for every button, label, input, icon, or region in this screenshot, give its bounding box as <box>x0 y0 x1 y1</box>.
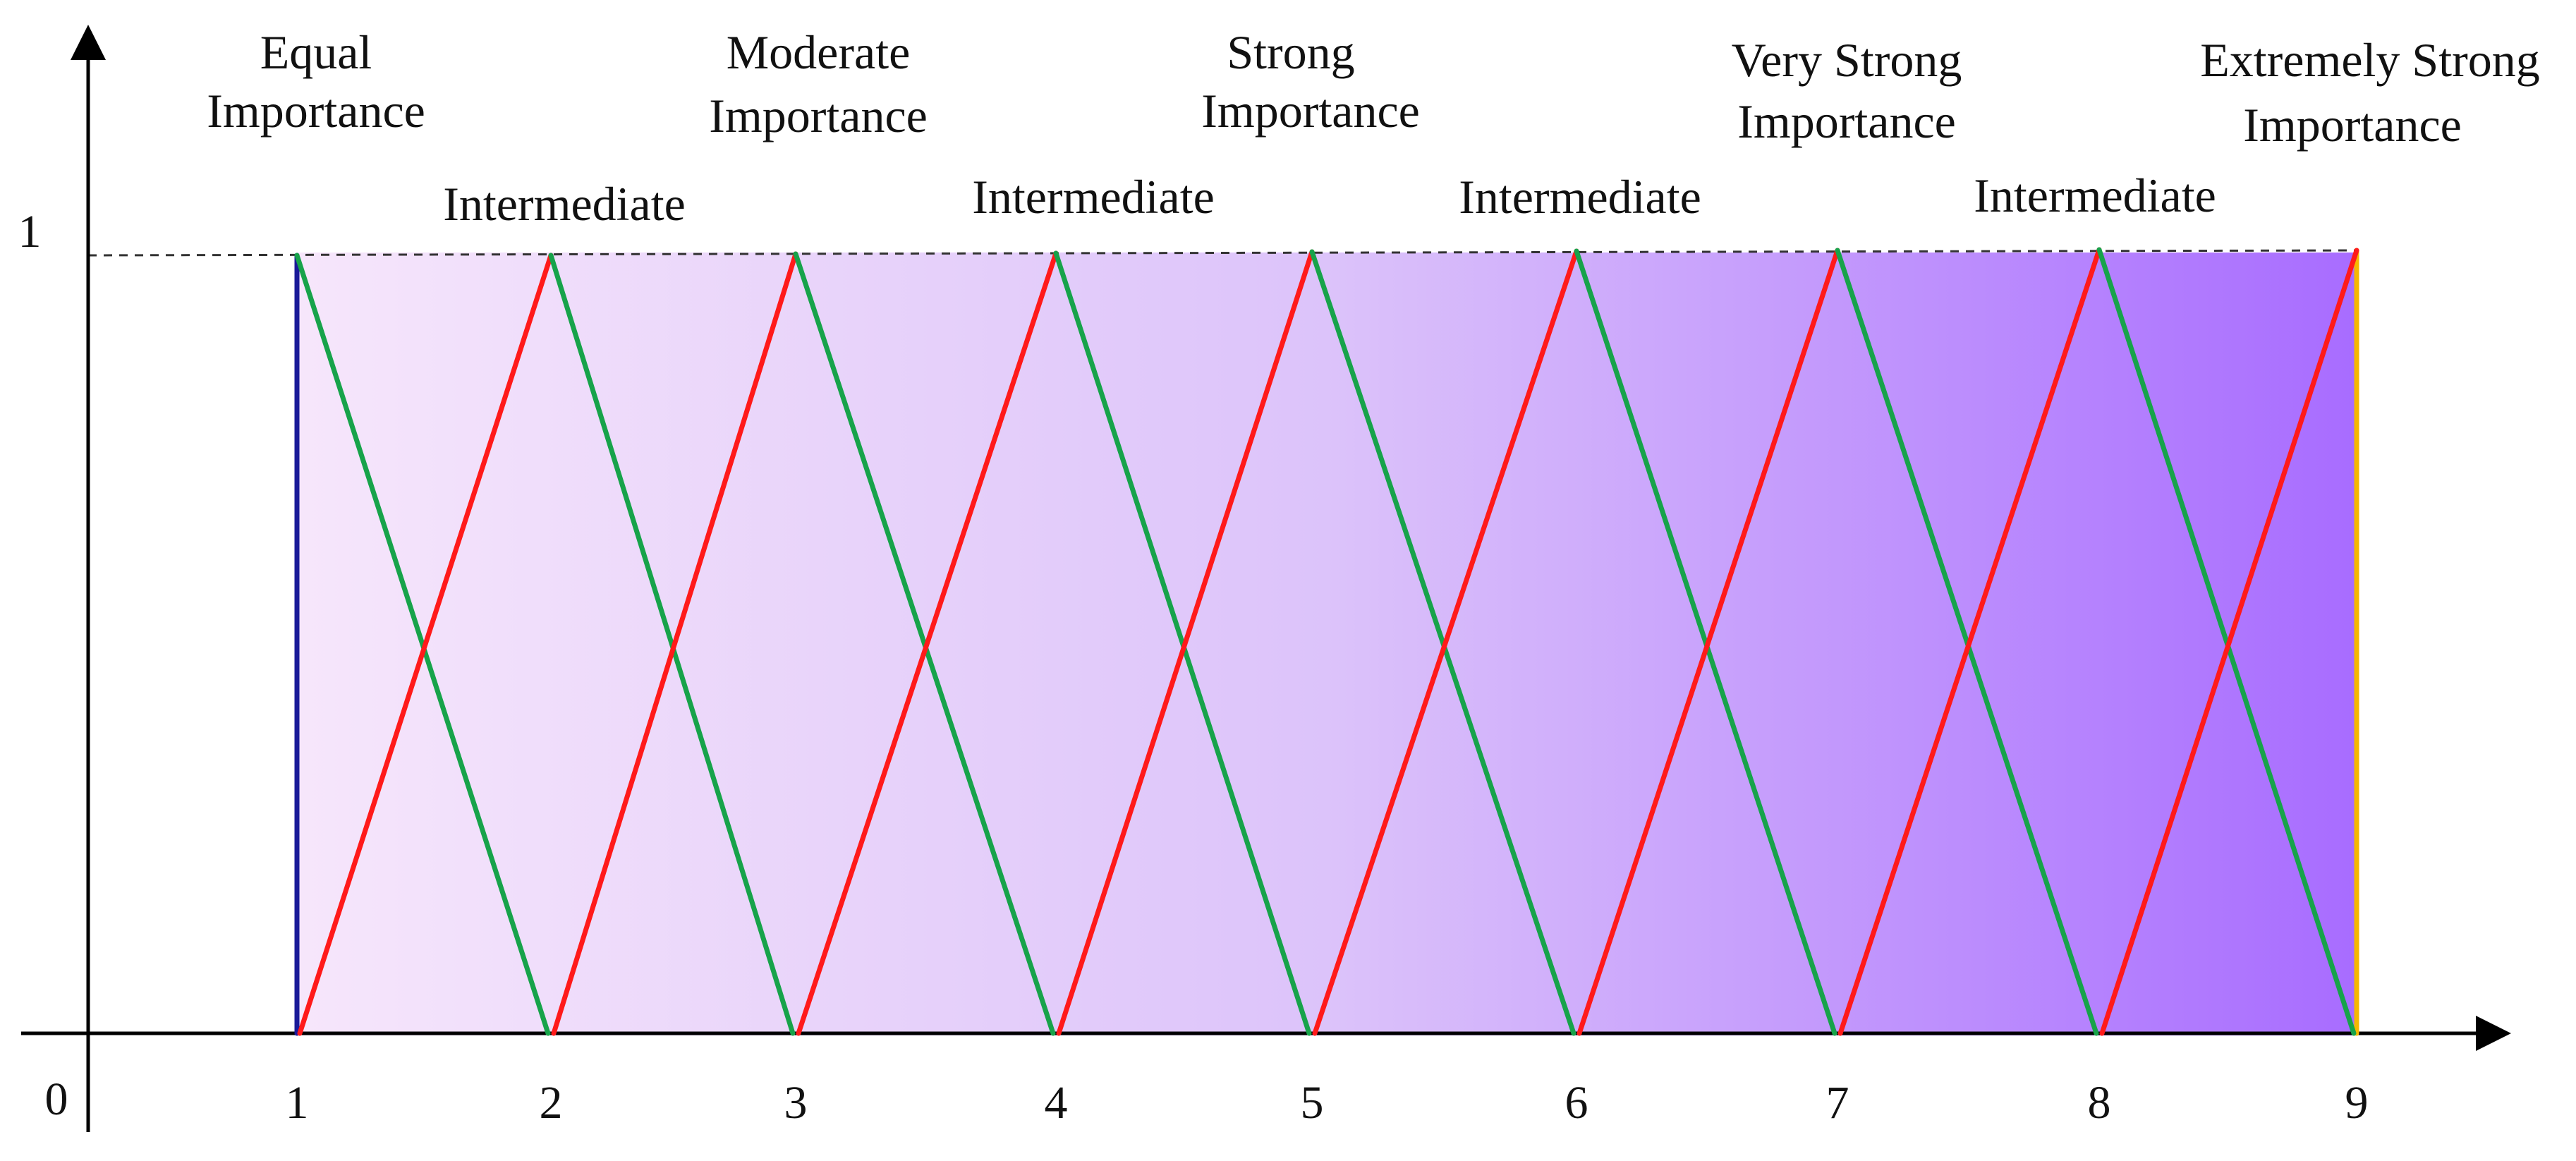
falling-edge-5 <box>1309 249 1576 1036</box>
x-tick-label-2: 2 <box>540 1077 563 1129</box>
label-very-strong-importance-line1: Very Strong <box>1732 33 1962 87</box>
falling-edge-3 <box>793 251 1056 1036</box>
shaded-region <box>297 253 2357 1035</box>
label-moderate-importance-line1: Moderate <box>727 25 911 79</box>
origin-label: 0 <box>45 1074 68 1125</box>
falling-edge-2 <box>548 253 796 1036</box>
x-tick-label-7: 7 <box>1826 1077 1849 1129</box>
x-tick-label-9: 9 <box>2345 1077 2369 1129</box>
label-equal-importance-line2: Importance <box>207 84 425 138</box>
falling-edge-1 <box>294 253 551 1036</box>
label-intermediate-2: Intermediate <box>972 170 1215 224</box>
label-extremely-strong-importance-line1: Extremely Strong <box>2200 33 2540 87</box>
intermediate-labels: Intermediate Intermediate Intermediate I… <box>443 169 2216 231</box>
rising-edge-5 <box>1312 248 1579 1036</box>
falling-edge-8 <box>2096 247 2357 1036</box>
rising-edge-4 <box>1056 249 1315 1036</box>
label-very-strong-importance-line2: Importance <box>1737 95 1956 148</box>
x-tick-label-6: 6 <box>1565 1077 1588 1129</box>
label-equal-importance-line1: Equal <box>260 25 372 79</box>
rising-edge-2 <box>551 251 798 1036</box>
label-intermediate-1: Intermediate <box>443 177 686 231</box>
label-intermediate-3: Intermediate <box>1459 170 1701 224</box>
label-extremely-strong-importance-line2: Importance <box>2243 98 2462 152</box>
rising-edge-3 <box>796 250 1059 1036</box>
x-tick-labels: 1 2 3 4 5 6 7 8 9 <box>286 1077 2369 1129</box>
x-tick-label-8: 8 <box>2088 1077 2111 1129</box>
falling-edge-7 <box>1835 248 2099 1036</box>
label-strong-importance-line2: Importance <box>1201 84 1420 138</box>
unity-dashed-line <box>87 249 2357 257</box>
x-tick-label-1: 1 <box>286 1077 309 1129</box>
label-moderate-importance-line2: Importance <box>709 89 928 142</box>
rising-edge-7 <box>1837 247 2102 1036</box>
membership-edges <box>294 247 2359 1036</box>
rising-edge-1 <box>297 253 554 1036</box>
x-tick-label-3: 3 <box>784 1077 808 1129</box>
main-importance-labels: Equal Importance Moderate Importance Str… <box>207 25 2540 152</box>
x-tick-label-4: 4 <box>1045 1077 1068 1129</box>
x-tick-label-5: 5 <box>1301 1077 1324 1129</box>
rising-edge-8 <box>2099 248 2359 1036</box>
label-intermediate-4: Intermediate <box>1974 169 2216 222</box>
y-axis-label-1: 1 <box>18 206 42 257</box>
label-strong-importance-line1: Strong <box>1227 25 1354 79</box>
rising-edge-6 <box>1576 248 1840 1036</box>
falling-edge-6 <box>1574 248 1837 1036</box>
